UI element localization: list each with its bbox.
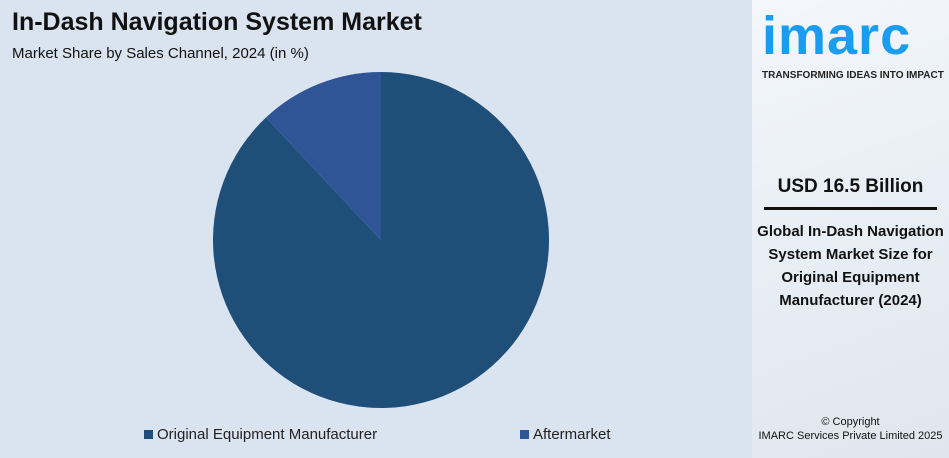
copyright: © Copyright IMARC Services Private Limit… — [752, 415, 949, 443]
legend-swatch — [520, 430, 529, 439]
pie-slice-original-equipment-manufacturer — [213, 72, 549, 409]
divider — [764, 207, 937, 210]
imarc-logo: imarc — [762, 6, 912, 66]
legend-label: Original Equipment Manufacturer — [157, 426, 378, 443]
chart-area: In-Dash Navigation System Market Market … — [12, 8, 611, 443]
logo-tagline: TRANSFORMING IDEAS INTO IMPACT — [762, 70, 944, 81]
legend-label: Aftermarket — [533, 426, 611, 443]
legend-item-aftermarket: Aftermarket — [520, 426, 611, 443]
chart-title: In-Dash Navigation System Market — [12, 8, 422, 36]
legend-item-oem: Original Equipment Manufacturer — [144, 426, 377, 443]
chart-subtitle: Market Share by Sales Channel, 2024 (in … — [12, 45, 309, 62]
market-value: USD 16.5 Billion — [777, 176, 924, 197]
market-description: Global In-Dash Navigation System Market … — [757, 223, 944, 309]
legend-swatch — [144, 430, 153, 439]
copyright-label: © Copyright — [821, 416, 880, 428]
copyright-company: IMARC Services Private Limited 2025 — [758, 430, 943, 442]
pie-slice-aftermarket — [265, 72, 381, 240]
info-panel: imarc TRANSFORMING IDEAS INTO IMPACT USD… — [752, 0, 949, 458]
pie-chart — [213, 72, 549, 409]
